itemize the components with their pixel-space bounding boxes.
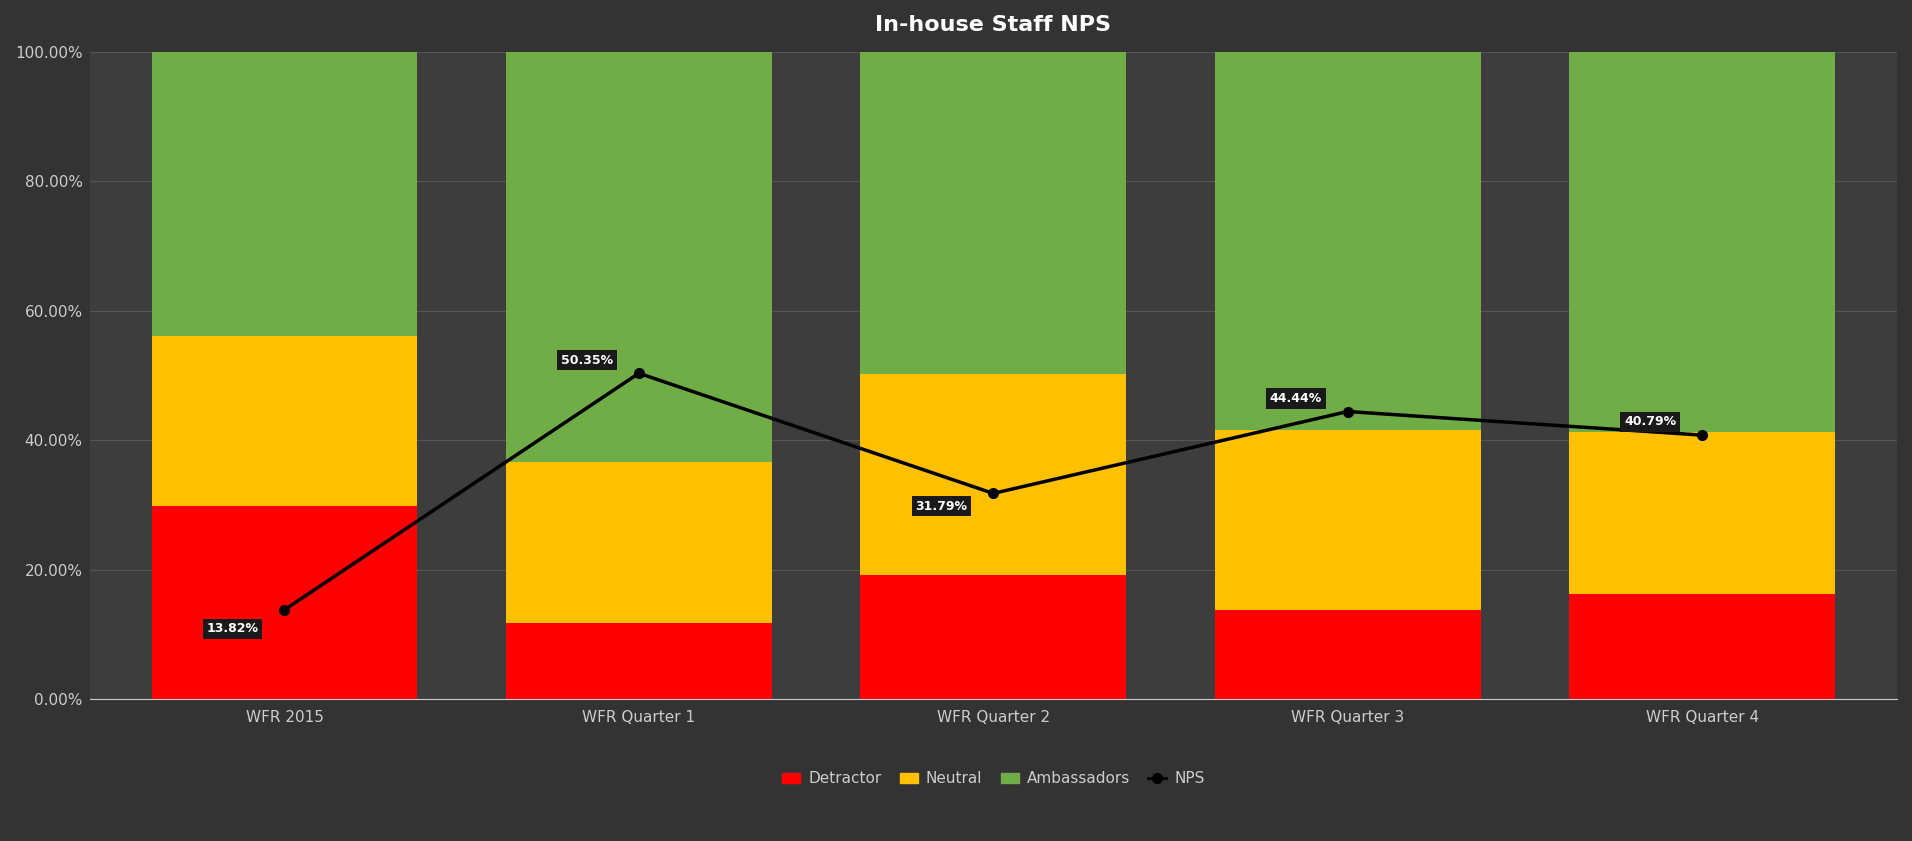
Bar [1570, 52, 1836, 432]
NPS [983, 489, 1006, 499]
Bar [507, 622, 772, 699]
Bar [507, 462, 772, 622]
Text: 50.35%: 50.35% [560, 353, 614, 367]
Title: In-house Staff NPS: In-house Staff NPS [876, 15, 1111, 35]
Bar [151, 336, 417, 506]
Bar [1570, 432, 1836, 595]
Bar [1214, 610, 1480, 699]
Bar [507, 52, 772, 462]
NPS [1336, 406, 1359, 416]
Bar [1570, 595, 1836, 699]
Bar [860, 374, 1126, 575]
Legend: Detractor, Neutral, Ambassadors, NPS: Detractor, Neutral, Ambassadors, NPS [776, 765, 1210, 792]
Bar [151, 506, 417, 699]
Bar [1214, 430, 1480, 610]
Text: 44.44%: 44.44% [1270, 392, 1321, 405]
Bar [860, 575, 1126, 699]
Bar [151, 52, 417, 336]
Bar [860, 52, 1126, 374]
Bar [1214, 52, 1480, 430]
NPS [627, 368, 650, 378]
Text: 40.79%: 40.79% [1623, 415, 1677, 428]
Text: 13.82%: 13.82% [206, 622, 258, 636]
NPS [273, 605, 296, 615]
Line: NPS: NPS [279, 368, 1707, 615]
NPS [1690, 430, 1713, 440]
Text: 31.79%: 31.79% [916, 500, 967, 513]
